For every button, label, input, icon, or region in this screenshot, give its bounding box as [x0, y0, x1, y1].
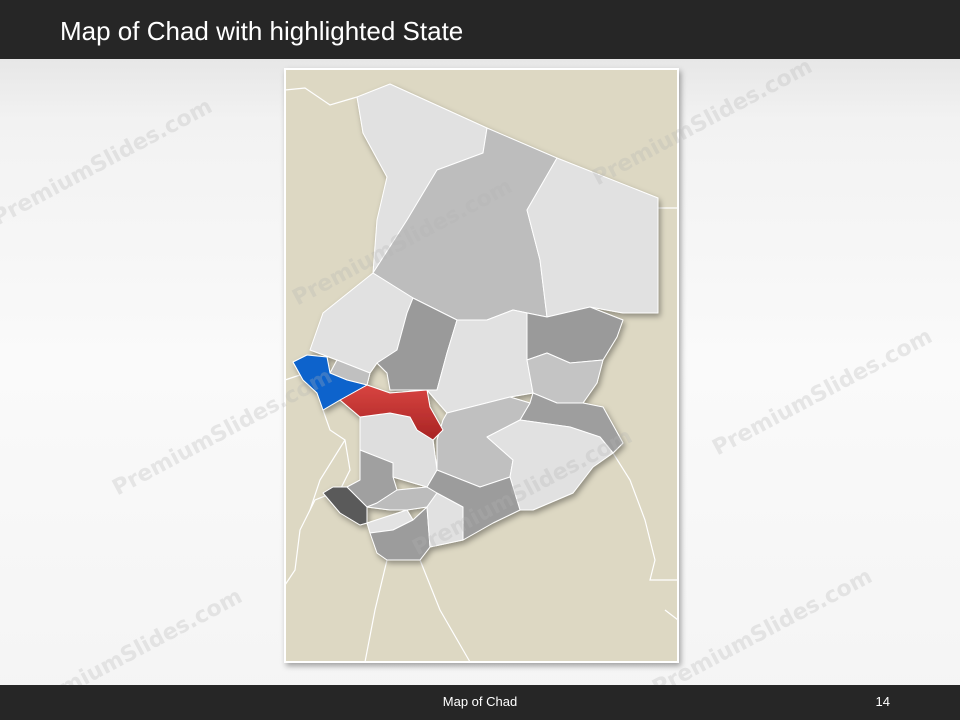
footer-bar: Map of Chad 14 [0, 685, 960, 720]
slide-title: Map of Chad with highlighted State [60, 16, 464, 46]
region-selected-blue[interactable] [292, 354, 368, 411]
region-gray[interactable] [426, 469, 521, 541]
region-highlighted-red[interactable] [339, 384, 444, 441]
page-number: 14 [875, 694, 890, 709]
region-light[interactable] [486, 419, 614, 511]
region-dark[interactable] [322, 486, 368, 526]
title-bar: Map of Chad with highlighted State [0, 0, 960, 59]
region-light[interactable] [426, 309, 534, 414]
footer-label: Map of Chad [442, 694, 518, 709]
